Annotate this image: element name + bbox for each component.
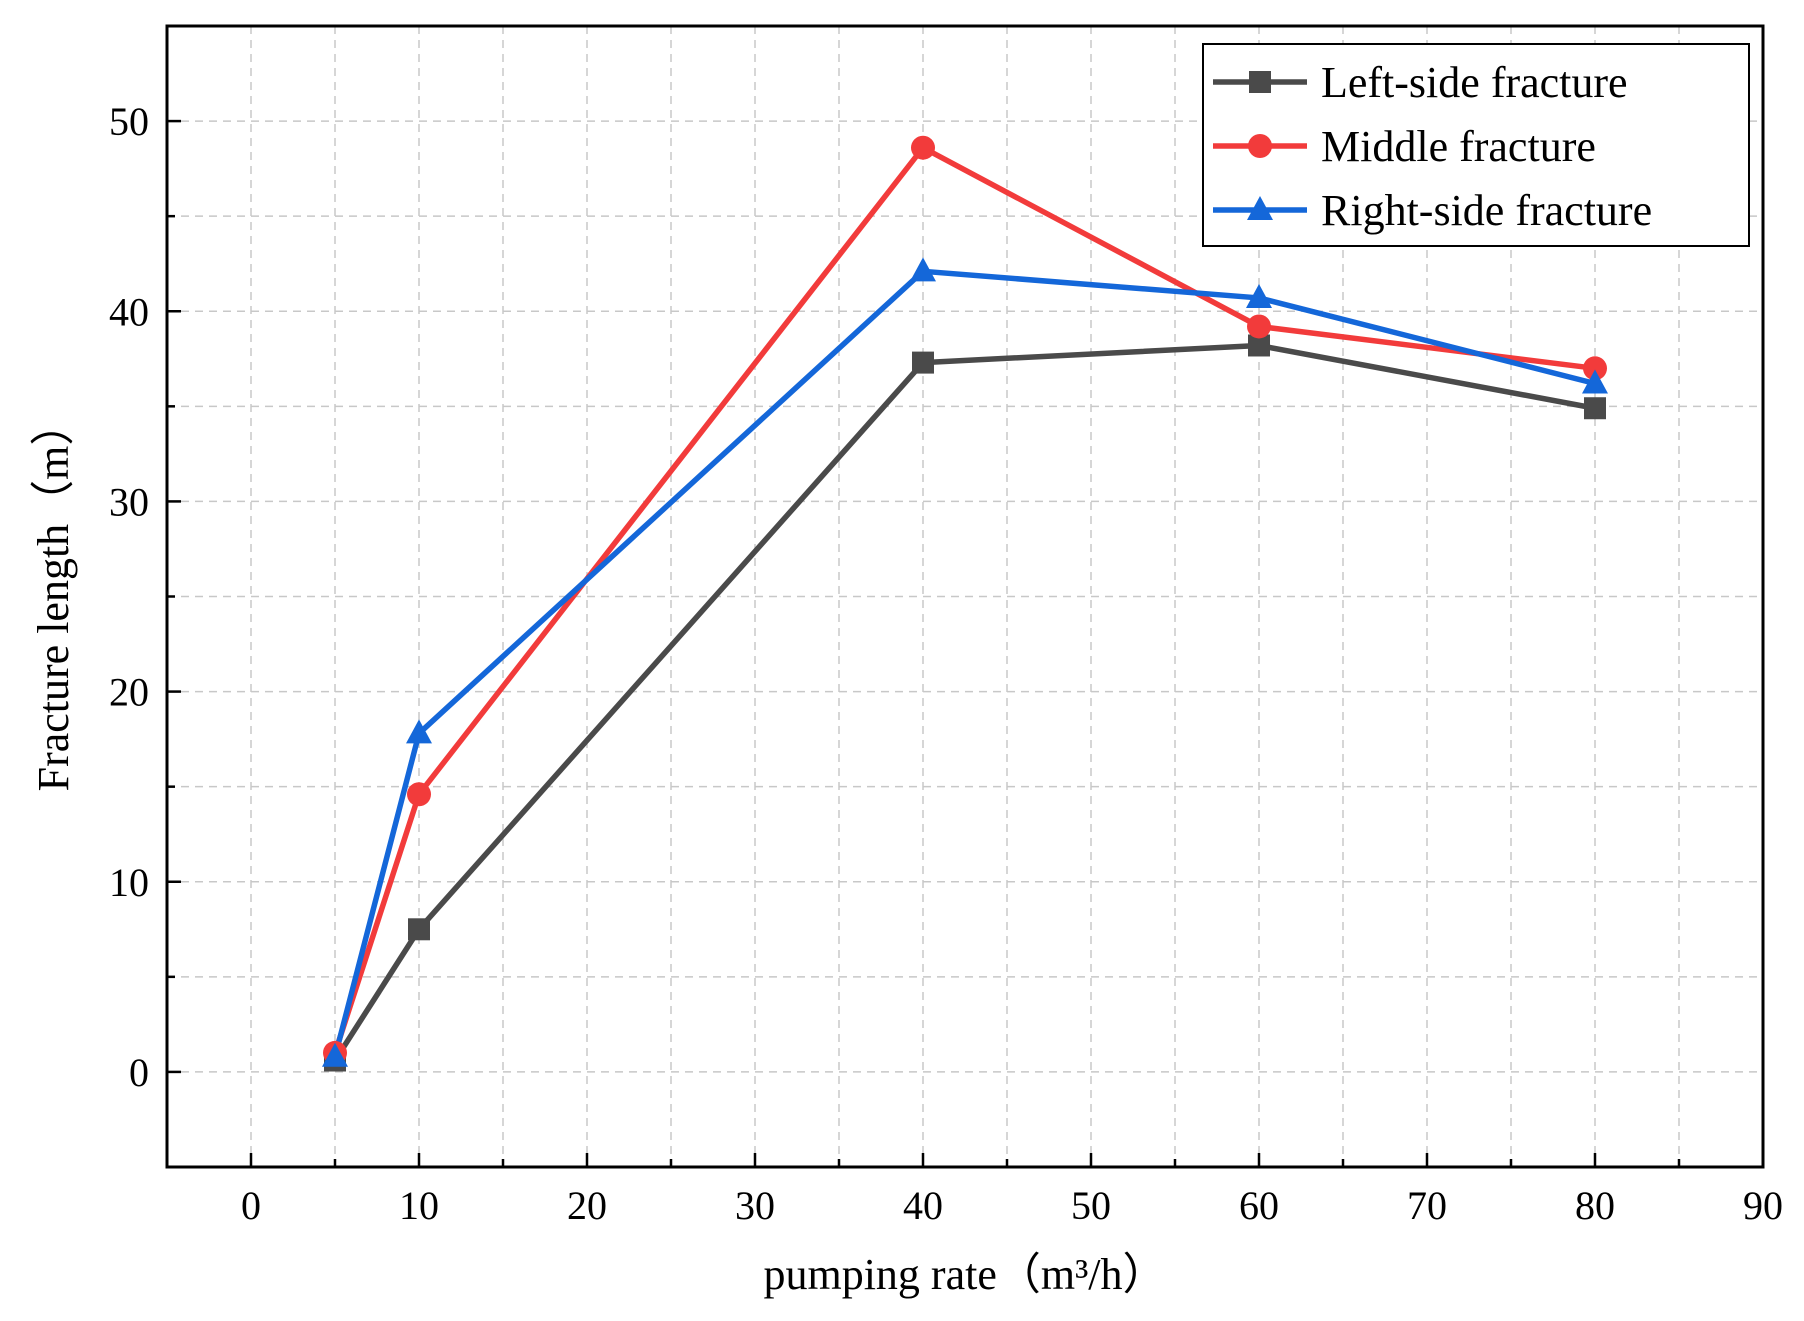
legend-label: Right-side fracture (1321, 186, 1652, 235)
legend-label: Left-side fracture (1321, 58, 1628, 107)
data-point-right-side-fracture (322, 1042, 348, 1067)
x-tick-label: 10 (399, 1183, 439, 1228)
data-point-middle-fracture (1583, 356, 1607, 381)
legend-item-right-side-fracture: Right-side fracture (1213, 186, 1652, 235)
x-axis-title: pumping rate（m³/h） (763, 1250, 1166, 1299)
legend-swatch-marker (1248, 134, 1272, 158)
data-point-middle-fracture (1247, 314, 1271, 339)
x-tick-label: 0 (241, 1183, 261, 1228)
y-tick-label: 30 (109, 479, 149, 524)
x-tick-label: 90 (1743, 1183, 1783, 1228)
legend-swatch-marker (1247, 196, 1273, 220)
y-tick-label: 0 (129, 1050, 149, 1095)
y-tick-label: 40 (109, 289, 149, 334)
data-point-right-side-fracture (1582, 369, 1608, 394)
y-tick-label: 20 (109, 670, 149, 715)
y-axis-title: Fracture length（m） (29, 402, 78, 792)
legend-swatch-marker (1249, 71, 1271, 93)
y-tick-label: 50 (109, 99, 149, 144)
legend-item-middle-fracture: Middle fracture (1213, 122, 1596, 171)
legend: Left-side fracture Middle fracture Right-s… (1202, 43, 1750, 247)
tick-labels: 0 10 20 30 40 50 60 70 80 90 0 10 20 30 40 50 (109, 99, 1783, 1228)
series-line-left-side-fracture (332, 342, 1596, 1062)
data-point-middle-fracture (911, 135, 935, 160)
data-point-left-side-fracture (408, 918, 430, 941)
legend-label: Middle fracture (1321, 122, 1596, 171)
data-point-right-side-fracture (910, 257, 936, 282)
series-markers (322, 135, 1608, 1072)
x-tick-label: 20 (567, 1183, 607, 1228)
data-point-left-side-fracture (912, 351, 934, 374)
x-tick-label: 80 (1575, 1183, 1615, 1228)
x-tick-label: 40 (903, 1183, 943, 1228)
legend-item-left-side-fracture: Left-side fracture (1213, 58, 1628, 107)
x-tick-label: 60 (1239, 1183, 1279, 1228)
x-tick-label: 70 (1407, 1183, 1447, 1228)
x-tick-label: 30 (735, 1183, 775, 1228)
data-point-middle-fracture (407, 782, 431, 807)
x-tick-label: 50 (1071, 1183, 1111, 1228)
y-tick-label: 10 (109, 860, 149, 905)
series-lines (332, 144, 1596, 1062)
data-point-left-side-fracture (1248, 334, 1270, 357)
data-point-right-side-fracture (1246, 283, 1272, 308)
data-point-left-side-fracture (1584, 397, 1606, 420)
axis-ticks (167, 119, 1681, 1167)
series-line-middle-fracture (332, 144, 1596, 1054)
data-point-right-side-fracture (406, 719, 432, 744)
